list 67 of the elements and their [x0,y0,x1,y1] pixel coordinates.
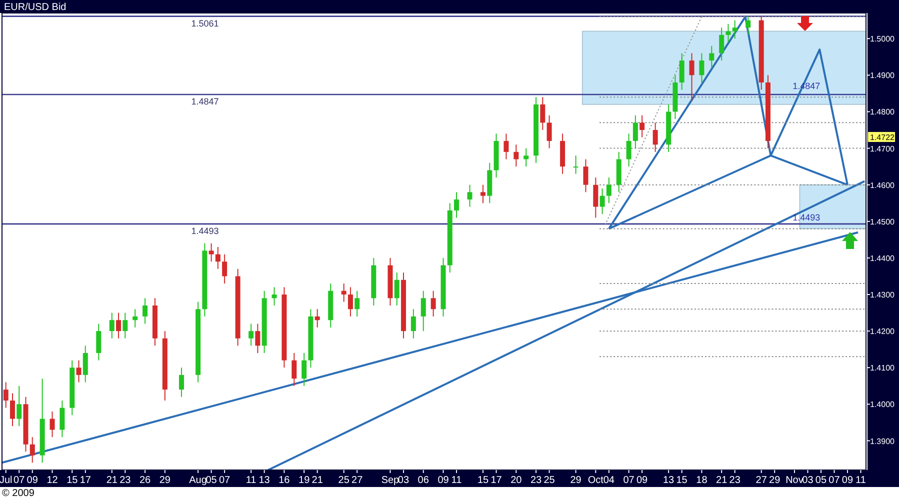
x-tick-label: Jul [0,475,12,486]
y-tick-label: 1.4600 [870,180,896,190]
x-tick-label: Sep [381,475,400,486]
x-tick-label: 29 [159,475,171,486]
x-tick-label: 15 [676,475,688,486]
x-tick-label: 05 [206,475,218,486]
x-tick-label: 04 [603,475,615,486]
x-tick-label: 09 [26,475,38,486]
text: © 2009 [2,488,35,499]
y-tick-label: 1.4500 [870,217,896,226]
y-tick-label: 1.5000 [870,34,896,44]
x-tick-label: 15 [477,475,490,486]
y-tick-label: 1.4200 [870,327,896,336]
x-tick-label: 21 [716,475,728,486]
x-tick-label: 07 [218,475,231,486]
x-tick-label: 11 [856,475,866,486]
x-tick-label: 29 [570,475,582,486]
x-tick-label: 16 [278,475,290,486]
x-tick-label: 21 [106,475,118,486]
x-tick-label: 11 [451,475,462,486]
x-tick-label: 21 [312,475,324,486]
x-tick-label: 23 [120,475,132,486]
x-tick-label: 03 [802,475,814,486]
y-tick-label: 1.4000 [870,400,896,410]
x-tick-label: 07 [623,475,635,486]
x-tick-label: 23 [530,475,542,486]
x-tick-label: 09 [842,475,854,486]
ref-line-label: 1.4493 [191,226,219,236]
y-tick-label: 1.4800 [870,108,896,117]
x-tick-label: 06 [418,475,430,486]
x-tick-label: 09 [438,475,450,486]
x-tick-label: 19 [298,475,310,486]
chart-title: EUR/USD Bid [4,2,66,13]
annotation: 1.4493 [792,212,820,222]
ref-line-label: 1.4847 [191,96,219,107]
x-tick-label: 23 [729,475,741,486]
x-tick-label: 17 [80,475,92,486]
x-tick-label: 03 [398,475,410,486]
x-tick-label: 13 [663,475,675,486]
x-tick-label: 29 [769,475,781,486]
y-tick-label: 1.4400 [870,254,896,263]
x-tick-label: 09 [636,475,648,486]
y-tick-label: 1.4300 [870,290,896,300]
x-tick-label: 18 [696,475,708,486]
y-tick-label: 1.4900 [870,71,896,80]
x-tick-label: 25 [544,475,556,486]
y-tick-label: 1.4100 [870,364,896,373]
x-tick-label: 11 [246,475,257,486]
y-tick-label: 1.3900 [870,436,896,446]
x-tick-label: 13 [258,475,270,486]
text: 1.4722 [870,132,896,142]
x-tick-label: 07 [14,475,26,486]
x-tick-label: Nov [786,475,804,486]
x-tick-label: 07 [828,475,840,486]
x-tick-label: Aug [189,475,207,486]
x-tick-label: 20 [510,475,522,486]
x-tick-label: 26 [139,475,152,486]
x-tick-label: 12 [46,475,58,486]
x-tick-label: 27 [352,475,364,486]
x-tick-label: 05 [815,475,827,486]
y-tick-label: 1.4700 [870,144,896,154]
ref-line-label: 1.5061 [191,18,219,28]
x-tick-label: 17 [490,475,502,486]
x-tick-label: Oct [588,475,604,486]
x-tick-label: 15 [66,475,78,486]
x-tick-label: 25 [338,475,350,486]
x-tick-label: 27 [756,475,768,486]
